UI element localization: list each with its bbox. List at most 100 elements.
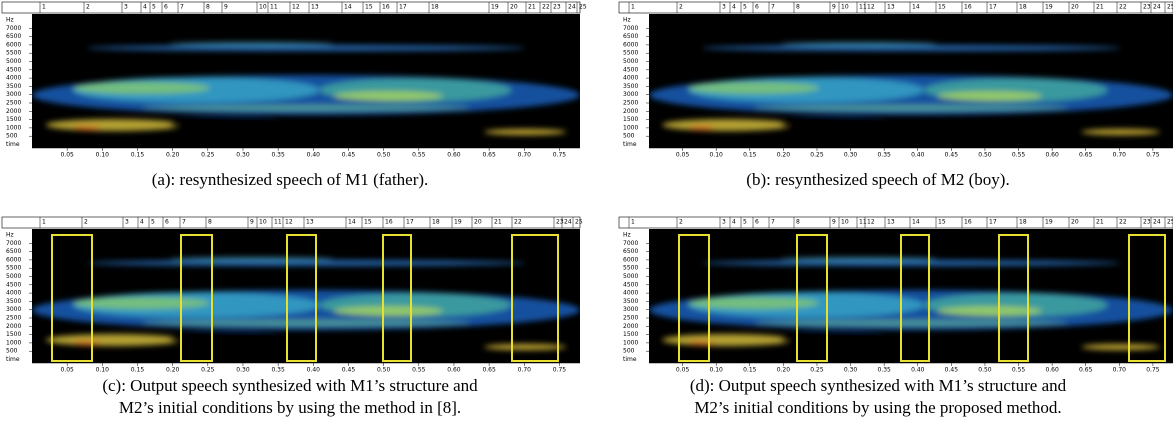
segment-label: 17 xyxy=(406,219,414,226)
x-axis-label: 0.45 xyxy=(342,152,356,159)
y-axis-label: 5000 xyxy=(623,273,638,280)
x-axis-label: 0.15 xyxy=(743,152,757,159)
x-axis-label: 0.50 xyxy=(377,152,391,159)
y-axis-label: 1000 xyxy=(623,339,638,346)
segment-label: 18 xyxy=(1019,219,1027,226)
x-axis-label: 0.50 xyxy=(978,152,992,159)
segment-label: 22 xyxy=(1119,219,1127,226)
segment-label: 7 xyxy=(771,219,775,226)
spectrogram-energy xyxy=(32,42,580,135)
segment-bar xyxy=(1,216,581,229)
x-axis-label: 0.45 xyxy=(945,367,959,374)
energy-region xyxy=(662,334,794,346)
x-axis-label: 0.70 xyxy=(1113,367,1127,374)
y-axis-label: 6000 xyxy=(6,41,21,48)
segment-label: 17 xyxy=(989,219,997,226)
highlight-box xyxy=(678,234,710,362)
energy-region xyxy=(662,119,794,131)
segment-label: 19 xyxy=(1045,4,1053,11)
segment-label: 6 xyxy=(165,219,169,226)
segment-label: 9 xyxy=(250,219,254,226)
x-axis-label: 0.35 xyxy=(271,367,285,374)
segment-label: 8 xyxy=(796,219,800,226)
x-axis-label: 0.05 xyxy=(676,367,690,374)
x-axis-label: 0.15 xyxy=(743,367,757,374)
segment-label: 3 xyxy=(125,219,129,226)
x-axis-label: 0.10 xyxy=(96,367,110,374)
energy-region xyxy=(73,82,211,94)
x-axis-label: 0.15 xyxy=(131,152,145,159)
segment-label: 5 xyxy=(743,4,747,11)
x-axis-label: 0.55 xyxy=(412,367,426,374)
segment-label: 14 xyxy=(348,219,356,226)
segment-label: 17 xyxy=(989,4,997,11)
x-axis-label: 0.40 xyxy=(911,367,925,374)
energy-region xyxy=(169,257,334,261)
y-axis-label: 5500 xyxy=(623,50,638,57)
segment-label: 11 xyxy=(270,4,278,11)
segment-bar xyxy=(618,1,1173,14)
segment-label: 10 xyxy=(259,4,267,11)
x-axis-label: 0.30 xyxy=(236,152,250,159)
y-axis-label: 5000 xyxy=(6,273,21,280)
segment-label: 7 xyxy=(771,4,775,11)
y-axis-label: 2000 xyxy=(623,108,638,115)
energy-region xyxy=(73,340,101,346)
x-axis-label: 0.10 xyxy=(96,152,110,159)
y-axis-label: Hz xyxy=(6,232,14,239)
x-axis-label: 0.35 xyxy=(877,367,891,374)
y-axis-label: 6500 xyxy=(623,33,638,40)
segment-label: 21 xyxy=(1096,219,1104,226)
x-axis-label: 0.10 xyxy=(710,367,724,374)
energy-region xyxy=(73,297,211,309)
segment-label: 23 xyxy=(556,219,564,226)
energy-region xyxy=(701,45,1121,51)
y-axis-label: time xyxy=(6,141,20,148)
energy-region xyxy=(780,257,938,261)
x-axis-label: 0.15 xyxy=(131,367,145,374)
segment-label: 19 xyxy=(454,219,462,226)
energy-region xyxy=(780,117,885,131)
x-axis-label: 0.65 xyxy=(1079,367,1093,374)
y-axis-label: 1000 xyxy=(623,124,638,131)
y-axis-label: 3000 xyxy=(6,91,21,98)
segment-label: 17 xyxy=(399,4,407,11)
energy-region xyxy=(688,340,715,346)
segment-label: 22 xyxy=(1119,4,1127,11)
x-axis-label: 0.30 xyxy=(844,367,858,374)
segment-label: 11 xyxy=(859,219,867,226)
panel: 1 2 3 4 5 6 7 8 9 10 11 12 13 14 15 16 17 18 19 20 21 22 23 24 2… xyxy=(1,216,583,417)
energy-region xyxy=(169,117,279,131)
x-axis-label: 0.25 xyxy=(201,152,215,159)
highlight-box xyxy=(796,234,828,362)
segment-label: 20 xyxy=(510,4,518,11)
caption: (a): resynthesized speech of M1 (father)… xyxy=(152,170,429,189)
segment-label: 8 xyxy=(206,4,210,11)
energy-region xyxy=(688,125,715,131)
x-axis-label: 0.40 xyxy=(307,367,321,374)
segment-label: 21 xyxy=(528,4,536,11)
segment-label: 5 xyxy=(743,219,747,226)
energy-region xyxy=(937,91,1042,101)
segment-label: 3 xyxy=(124,4,128,11)
y-axis-label: 2000 xyxy=(6,323,21,330)
segment-label: 15 xyxy=(938,4,946,11)
energy-region xyxy=(753,105,1069,111)
segment-label: 25 xyxy=(1167,4,1173,11)
y-axis-label: 6500 xyxy=(623,248,638,255)
segment-label: 22 xyxy=(514,219,522,226)
segment-label: 23 xyxy=(1143,4,1151,11)
energy-region xyxy=(937,306,1042,316)
x-axis-label: 0.30 xyxy=(236,367,250,374)
segment-label: 12 xyxy=(867,4,875,11)
segment-label: 1 xyxy=(631,4,635,11)
y-axis-label: 3500 xyxy=(6,83,21,90)
segment-label: 4 xyxy=(732,4,736,11)
x-axis-label: 0.60 xyxy=(447,152,461,159)
segment-label: 13 xyxy=(887,219,895,226)
y-axis-label: 4000 xyxy=(6,75,21,82)
y-axis-label: 4500 xyxy=(623,66,638,73)
x-axis-label: 0.55 xyxy=(1012,367,1026,374)
x-axis-label: 0.65 xyxy=(482,367,496,374)
